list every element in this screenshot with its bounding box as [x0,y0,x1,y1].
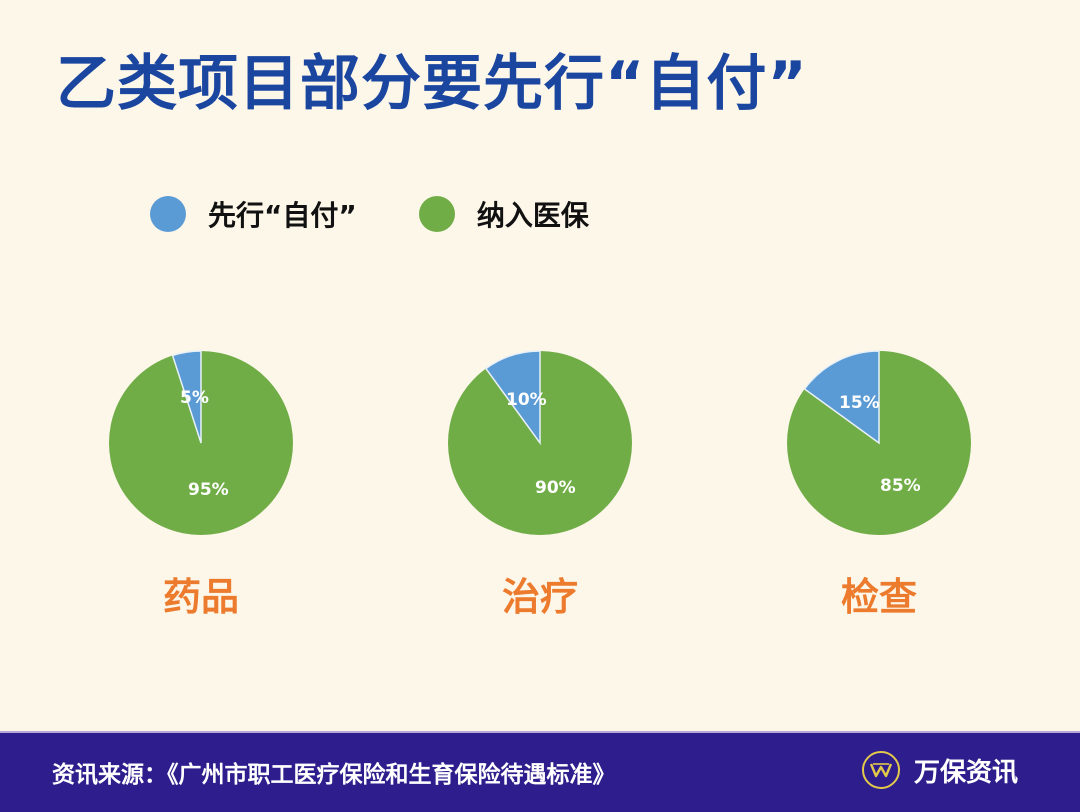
category-label-drugs: 药品 [162,575,239,619]
legend-dot-green-icon [418,196,455,232]
legend-dot-blue-icon [150,196,186,232]
page-title: 乙类项目部分要先行“自付” [56,49,808,119]
legend-label: 先行“自付” [208,199,357,232]
covered-percent: 90% [535,478,576,498]
brand: 万保资讯 [862,751,1018,789]
pie-chart-examination: 15% 85% [786,350,972,536]
covered-percent: 95% [188,480,229,500]
pie-graphic [448,350,632,535]
brand-name: 万保资讯 [914,757,1019,788]
pie-chart-treatment: 10% 90% [447,350,633,536]
pie-graphic [109,350,293,535]
covered-percent: 85% [880,476,921,496]
chart-legend: 先行“自付” 纳入医保 [150,194,651,234]
self-pay-percent: 5% [180,388,209,408]
pie-graphic [787,350,971,535]
source-citation: 资讯来源：《广州市职工医疗保险和生育保险待遇标准》 [52,762,616,788]
category-label-treatment: 治疗 [501,575,578,619]
legend-label: 纳入医保 [476,199,589,232]
w-circle-logo-icon [862,751,900,789]
self-pay-percent: 10% [506,390,547,410]
footer-bar: 资讯来源：《广州市职工医疗保险和生育保险待遇标准》 万保资讯 [0,731,1080,812]
legend-item-covered: 纳入医保 [418,194,589,234]
category-label-examination: 检查 [840,575,917,619]
pie-chart-drugs: 5% 95% [108,350,294,536]
self-pay-percent: 15% [839,393,880,413]
legend-item-self-pay: 先行“自付” [150,194,357,234]
